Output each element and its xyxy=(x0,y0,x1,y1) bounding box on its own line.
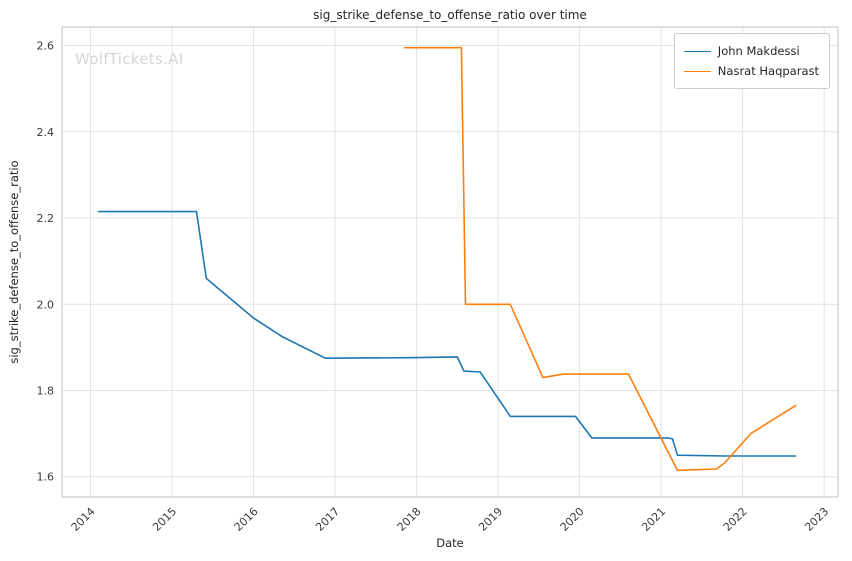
y-tick-label: 1.8 xyxy=(37,384,55,397)
x-tick-label: 2020 xyxy=(558,505,587,534)
y-tick-label: 2.6 xyxy=(37,40,55,53)
series-line-1 xyxy=(403,46,797,472)
x-tick-label: 2018 xyxy=(395,505,424,534)
x-axis-label: Date xyxy=(436,536,464,550)
x-tick-label: 2023 xyxy=(802,505,831,534)
y-tick-label: 1.6 xyxy=(37,471,55,484)
plot-border xyxy=(61,26,839,498)
legend: John Makdessi Nasrat Haqparast xyxy=(673,33,830,89)
watermark: WolfTickets.AI xyxy=(75,50,184,68)
x-tick-label: 2015 xyxy=(150,505,179,534)
y-tick-label: 2.2 xyxy=(37,212,55,225)
x-tick-label: 2017 xyxy=(313,505,342,534)
legend-line-series-0 xyxy=(683,50,711,52)
legend-label-series-1: Nasrat Haqparast xyxy=(717,64,819,78)
x-tick-label: 2014 xyxy=(69,505,98,534)
legend-line-series-1 xyxy=(683,70,711,72)
legend-label-series-0: John Makdessi xyxy=(717,44,800,58)
y-tick-label: 2.0 xyxy=(37,298,55,311)
series-line-0 xyxy=(97,210,797,457)
chart-title: sig_strike_defense_to_offense_ratio over… xyxy=(313,8,587,22)
legend-item-john-makdessi: John Makdessi xyxy=(683,41,819,61)
x-tick-label: 2022 xyxy=(721,505,750,534)
y-axis-label: sig_strike_defense_to_offense_ratio xyxy=(7,160,21,364)
x-tick-label: 2016 xyxy=(232,505,261,534)
legend-item-nasrat-haqparast: Nasrat Haqparast xyxy=(683,61,819,81)
x-tick-label: 2019 xyxy=(476,505,505,534)
y-tick-label: 2.4 xyxy=(37,126,55,139)
x-tick-label: 2021 xyxy=(639,505,668,534)
